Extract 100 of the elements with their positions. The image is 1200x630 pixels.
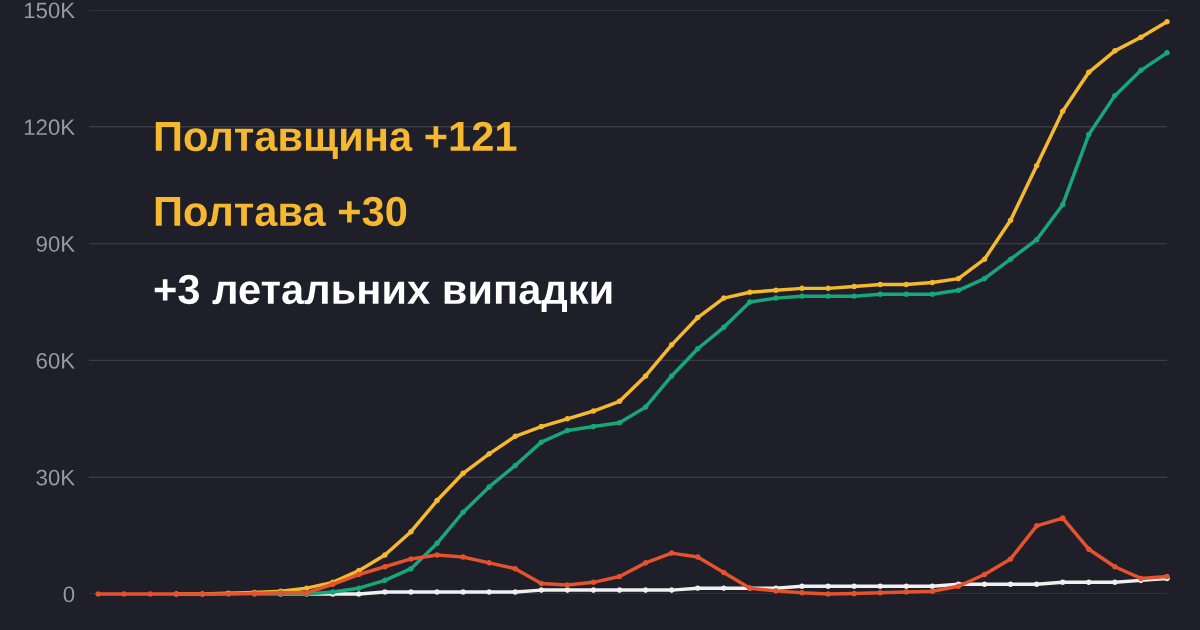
point	[382, 589, 388, 595]
point	[356, 571, 362, 578]
point	[981, 581, 988, 588]
point	[981, 275, 988, 282]
point	[460, 554, 466, 560]
point	[1033, 162, 1040, 169]
point	[825, 591, 831, 597]
point	[694, 314, 701, 321]
point	[903, 291, 910, 297]
point	[877, 281, 884, 288]
point	[486, 589, 492, 595]
point	[1138, 67, 1144, 74]
point	[408, 528, 414, 535]
point	[903, 583, 910, 589]
point	[929, 291, 936, 297]
point	[1112, 48, 1118, 54]
point	[694, 554, 701, 560]
point	[668, 550, 675, 556]
point	[564, 582, 571, 588]
point	[1059, 108, 1066, 114]
point	[1007, 256, 1014, 262]
point	[434, 552, 440, 558]
point	[799, 293, 805, 299]
point	[773, 295, 779, 301]
point	[642, 560, 649, 566]
point	[1033, 236, 1040, 243]
point	[1086, 131, 1092, 138]
point	[564, 427, 571, 434]
point	[1007, 217, 1014, 224]
point	[799, 285, 805, 292]
point	[1164, 50, 1170, 56]
point	[95, 591, 101, 597]
point	[825, 583, 831, 589]
y-tick-label: 0	[63, 586, 75, 603]
point	[1007, 581, 1014, 588]
point	[356, 585, 362, 591]
point	[694, 345, 701, 352]
point	[825, 293, 831, 299]
point	[512, 565, 519, 572]
point	[721, 295, 727, 301]
point	[877, 291, 884, 297]
point	[460, 509, 466, 516]
point	[1033, 523, 1040, 529]
point	[512, 433, 519, 440]
point	[460, 470, 466, 477]
point	[590, 423, 597, 430]
point	[590, 408, 597, 414]
point	[747, 289, 753, 296]
y-tick-label: 120K	[24, 119, 75, 136]
point	[512, 589, 519, 595]
point	[929, 588, 936, 595]
point	[642, 587, 649, 593]
point	[538, 439, 545, 445]
point	[486, 451, 492, 457]
y-tick-label: 60K	[36, 352, 75, 369]
point	[356, 591, 362, 597]
point	[460, 589, 466, 595]
point	[382, 563, 388, 570]
point	[851, 283, 857, 290]
point	[799, 590, 805, 596]
point	[851, 293, 857, 299]
point	[1086, 546, 1092, 552]
point	[590, 579, 597, 586]
point	[1033, 581, 1040, 588]
point	[538, 580, 545, 587]
point	[642, 373, 649, 379]
point	[434, 540, 440, 547]
point	[1086, 69, 1092, 76]
point	[616, 419, 623, 426]
point	[668, 373, 675, 379]
point	[1059, 579, 1066, 586]
point	[1059, 201, 1066, 208]
point	[147, 591, 154, 597]
point	[1112, 579, 1118, 586]
point	[382, 577, 388, 584]
point	[877, 583, 884, 589]
point	[382, 552, 388, 558]
point	[851, 590, 857, 597]
y-tick-label: 150K	[24, 2, 75, 19]
point	[981, 256, 988, 262]
point	[1086, 579, 1092, 586]
point	[590, 587, 597, 593]
point	[851, 583, 857, 589]
point	[721, 324, 727, 331]
point	[955, 287, 962, 294]
point	[486, 560, 492, 566]
y-tick-label: 90K	[36, 236, 75, 252]
point	[903, 281, 910, 288]
point	[408, 565, 414, 572]
point	[929, 279, 936, 286]
point	[564, 416, 571, 422]
point	[877, 590, 884, 596]
point	[1112, 92, 1118, 99]
point	[747, 299, 753, 305]
point	[929, 583, 936, 589]
point	[642, 404, 649, 410]
annotation: Полтава +30	[155, 196, 407, 227]
point	[955, 275, 962, 282]
point	[486, 484, 492, 490]
annotation: +3 летальних випадки	[154, 274, 612, 313]
